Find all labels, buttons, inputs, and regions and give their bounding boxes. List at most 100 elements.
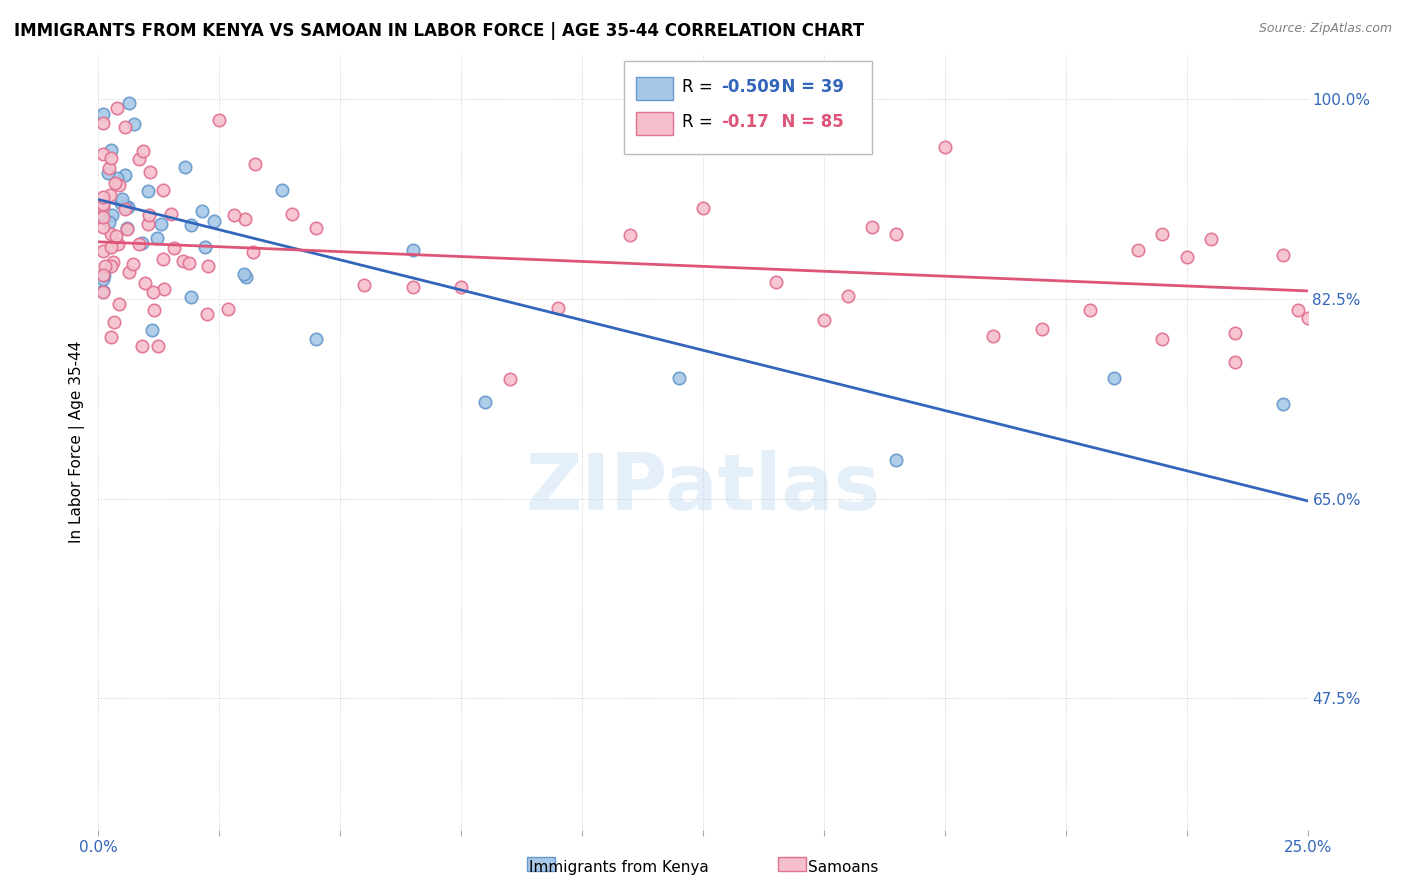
Point xyxy=(232,267,254,281)
Bar xyxy=(637,112,672,135)
Point xyxy=(91,244,114,259)
Point xyxy=(619,227,641,242)
Text: N = 39: N = 39 xyxy=(769,78,844,95)
Point xyxy=(128,152,150,166)
Point xyxy=(128,236,150,251)
Point xyxy=(353,277,375,292)
Point xyxy=(194,240,217,254)
Point xyxy=(195,308,218,322)
Point xyxy=(98,188,121,202)
Point xyxy=(100,151,122,165)
Text: N = 85: N = 85 xyxy=(769,112,844,131)
Point xyxy=(91,285,114,299)
Point xyxy=(98,161,121,175)
Point xyxy=(141,324,163,338)
Point xyxy=(110,196,132,211)
Point xyxy=(115,220,138,235)
Point xyxy=(233,212,256,227)
Point xyxy=(97,166,120,180)
Point xyxy=(1272,247,1295,261)
Bar xyxy=(527,857,555,871)
Point xyxy=(668,371,690,385)
Point xyxy=(177,256,200,270)
Point xyxy=(222,208,245,222)
Point xyxy=(191,204,214,219)
Point xyxy=(142,285,165,299)
Point xyxy=(1031,322,1053,336)
Point xyxy=(100,144,122,158)
Point xyxy=(1272,397,1295,411)
Point xyxy=(138,209,160,223)
Point xyxy=(235,269,257,284)
FancyBboxPatch shape xyxy=(624,62,872,154)
Text: Source: ZipAtlas.com: Source: ZipAtlas.com xyxy=(1258,22,1392,36)
Text: R =: R = xyxy=(682,78,718,95)
Point xyxy=(146,231,169,245)
Point xyxy=(1102,370,1125,384)
Point xyxy=(91,268,114,283)
Point xyxy=(1152,227,1174,241)
Point xyxy=(305,332,328,346)
Point xyxy=(91,200,114,214)
Point xyxy=(93,268,115,283)
Point xyxy=(1223,326,1246,341)
Point xyxy=(91,147,114,161)
Text: Samoans: Samoans xyxy=(808,860,879,874)
Point xyxy=(1175,250,1198,264)
Point xyxy=(1199,232,1222,246)
Point xyxy=(100,330,122,344)
Point xyxy=(91,220,114,235)
Point xyxy=(91,272,114,286)
Point xyxy=(114,120,136,134)
Point xyxy=(114,202,136,217)
Point xyxy=(122,117,145,131)
Point xyxy=(107,237,129,252)
Point xyxy=(981,329,1004,343)
Point xyxy=(1296,310,1319,325)
Point xyxy=(132,144,155,158)
Point xyxy=(402,244,425,258)
Point xyxy=(143,302,166,317)
Point xyxy=(305,221,328,235)
Point xyxy=(111,192,134,206)
Point xyxy=(91,207,114,221)
Point xyxy=(91,284,114,298)
Point xyxy=(547,301,569,315)
Point xyxy=(104,229,127,244)
Point xyxy=(1128,243,1150,257)
Point xyxy=(97,215,120,229)
Point xyxy=(114,169,136,183)
Point xyxy=(139,165,162,179)
Point xyxy=(172,253,194,268)
Point xyxy=(498,372,520,386)
Point xyxy=(208,113,231,128)
Text: -0.509: -0.509 xyxy=(721,78,780,95)
Point xyxy=(160,207,183,221)
Point xyxy=(450,279,472,293)
Point xyxy=(122,257,145,271)
Point xyxy=(91,197,114,211)
Point xyxy=(204,213,226,227)
Point xyxy=(105,101,128,115)
Point xyxy=(146,338,169,352)
Text: IMMIGRANTS FROM KENYA VS SAMOAN IN LABOR FORCE | AGE 35-44 CORRELATION CHART: IMMIGRANTS FROM KENYA VS SAMOAN IN LABOR… xyxy=(14,22,865,40)
Point xyxy=(197,260,219,274)
Point xyxy=(117,200,139,214)
Point xyxy=(1152,332,1174,346)
Point xyxy=(100,208,122,222)
Text: R =: R = xyxy=(682,112,724,131)
Point xyxy=(131,235,153,250)
Point xyxy=(134,276,156,290)
Point xyxy=(91,210,114,224)
Point xyxy=(150,217,173,231)
Point xyxy=(860,220,883,235)
Point xyxy=(180,218,202,232)
Bar xyxy=(778,857,806,871)
Point xyxy=(1286,303,1309,318)
Point xyxy=(108,297,131,311)
Point xyxy=(242,244,264,259)
Point xyxy=(886,227,908,241)
Point xyxy=(934,140,956,154)
Text: ZIPatlas: ZIPatlas xyxy=(526,450,880,526)
Point xyxy=(115,222,138,236)
